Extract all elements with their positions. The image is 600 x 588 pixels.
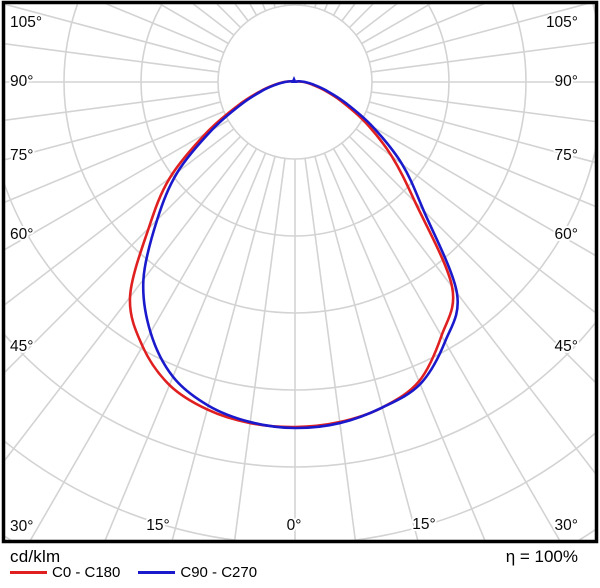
angle-tick-label: 15°: [146, 517, 169, 534]
angle-tick-label: 60°: [555, 226, 578, 243]
angle-tick-label: 45°: [10, 338, 33, 355]
polar-spoke: [5, 119, 229, 251]
polar-spoke: [233, 158, 286, 540]
polar-spoke: [361, 119, 595, 256]
polar-spoke: [5, 142, 249, 461]
angle-tick-label: 60°: [10, 226, 33, 243]
polar-ring: [5, 4, 595, 391]
polar-spoke: [365, 110, 595, 208]
legend: C0 - C180 C90 - C270: [10, 564, 258, 581]
polar-spoke: [369, 4, 589, 63]
angle-tick-label: 105°: [546, 14, 578, 31]
angle-tick-label: 45°: [555, 338, 578, 355]
polar-spoke: [171, 156, 276, 540]
legend-label-c90-c270: C90 - C270: [180, 564, 258, 581]
angle-tick-label: 30°: [10, 518, 33, 535]
polar-spoke: [5, 101, 221, 161]
polar-spoke: [304, 158, 357, 540]
polar-spoke: [5, 128, 235, 306]
polar-spoke: [5, 91, 219, 121]
polar-spoke: [5, 43, 219, 73]
polar-spoke: [323, 152, 486, 540]
curve-c90-c270: [141, 80, 459, 430]
angle-tick-label: 105°: [10, 14, 42, 31]
chart-frame: [1, 0, 599, 544]
polar-spoke: [371, 91, 595, 123]
angle-tick-label: 75°: [555, 147, 578, 164]
angle-tick-labels: 105° 90° 75° 60° 45° 30° 15° 0° 15° 30° 45° 60° 75° 9…: [8, 12, 580, 537]
polar-spoke: [5, 4, 221, 63]
polar-spoke: [371, 41, 595, 73]
polar-spoke: [104, 152, 267, 540]
polar-spoke: [355, 128, 595, 314]
polar-spoke: [332, 148, 561, 540]
angle-tick-label: 0°: [287, 517, 302, 534]
polar-spoke: [369, 101, 595, 164]
polar-spoke: [365, 4, 485, 54]
angle-tick-label: 90°: [555, 73, 578, 90]
legend-label-c0-c180: C0 - C180: [52, 564, 121, 581]
angle-tick-label: 15°: [412, 516, 435, 533]
legend-line-c90-c270: [138, 571, 176, 574]
polar-spoke: [29, 148, 258, 540]
polar-ring: [5, 322, 595, 468]
efficiency-label: η = 100%: [505, 547, 578, 566]
polar-spoke: [5, 135, 242, 373]
curve-c0-c180: [128, 80, 455, 429]
angle-tick-label: 75°: [10, 147, 33, 164]
angle-tick-label: 90°: [10, 73, 33, 90]
polar-spoke: [5, 110, 225, 203]
polar-spoke: [314, 156, 419, 540]
polar-spoke: [105, 4, 225, 54]
polar-spoke: [341, 142, 595, 474]
legend-line-c0-c180: [10, 571, 47, 574]
curves: [128, 80, 459, 430]
units-label: cd/klm: [10, 547, 61, 566]
apex-marker: [291, 76, 297, 83]
angle-tick-label: 30°: [555, 517, 578, 534]
